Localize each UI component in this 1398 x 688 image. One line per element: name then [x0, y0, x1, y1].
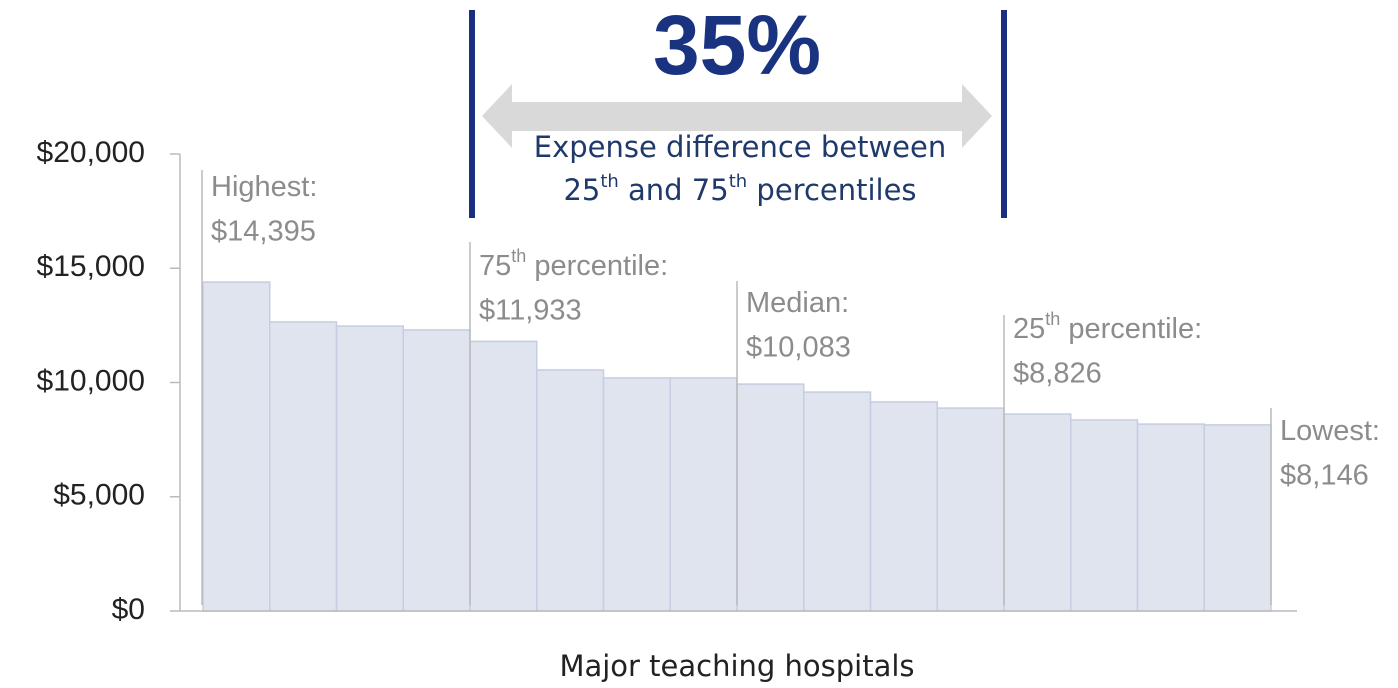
annotation-label: 25th percentile: — [1013, 309, 1202, 345]
y-tick-label: $15,000 — [37, 250, 145, 283]
annotation-label: Median: — [746, 287, 849, 319]
annotation-value: $8,146 — [1280, 460, 1369, 492]
bar — [202, 281, 271, 612]
bar — [936, 407, 1005, 612]
x-axis-label: Major teaching hospitals — [559, 649, 914, 683]
headline: 35% — [653, 0, 821, 92]
bar — [1003, 413, 1072, 612]
bar — [469, 340, 538, 612]
caption-sup: th — [600, 171, 618, 192]
bar — [803, 391, 872, 612]
caption: Expense difference between — [534, 130, 947, 164]
bar — [402, 329, 471, 612]
bracket-left — [469, 10, 475, 218]
double-arrow — [482, 84, 992, 148]
y-tick-label: $20,000 — [37, 136, 145, 169]
annotation-sup: th — [511, 246, 526, 266]
y-tick-label: $10,000 — [37, 364, 145, 397]
annotation-part: percentile: — [1060, 313, 1202, 345]
annotation-part: Lowest: — [1280, 415, 1380, 447]
annotation-part: Highest: — [211, 171, 317, 203]
bar — [602, 377, 671, 612]
y-tick-label: $5,000 — [53, 479, 145, 512]
bar — [536, 369, 605, 612]
bar — [869, 401, 938, 612]
annotation-sup: th — [1045, 309, 1060, 329]
annotation-value: $11,933 — [479, 295, 582, 327]
bar — [1136, 423, 1205, 612]
annotation-part: 75 — [479, 250, 511, 282]
annotation-part: percentile: — [526, 250, 668, 282]
y-tick-label: $0 — [112, 593, 145, 626]
annotation-label: Lowest: — [1280, 415, 1380, 447]
bar — [1203, 424, 1272, 612]
bar — [335, 325, 404, 612]
bar — [1070, 419, 1139, 612]
annotation-label: 75th percentile: — [479, 246, 668, 282]
bar — [669, 377, 738, 612]
caption: 25th and 75th percentiles — [563, 171, 916, 207]
bar — [736, 383, 805, 612]
caption-part: and 75 — [619, 173, 729, 207]
bracket-right — [1001, 10, 1007, 218]
caption-part: 25 — [563, 173, 600, 207]
annotation-value: $14,395 — [211, 216, 316, 248]
annotation-value: $8,826 — [1013, 358, 1102, 390]
annotation-part: 25 — [1013, 313, 1045, 345]
annotation-label: Highest: — [211, 171, 317, 203]
bar — [269, 321, 338, 612]
caption-sup: th — [729, 171, 747, 192]
caption-part: percentiles — [747, 173, 916, 207]
annotation-value: $10,083 — [746, 332, 851, 364]
annotation-part: Median: — [746, 287, 849, 319]
